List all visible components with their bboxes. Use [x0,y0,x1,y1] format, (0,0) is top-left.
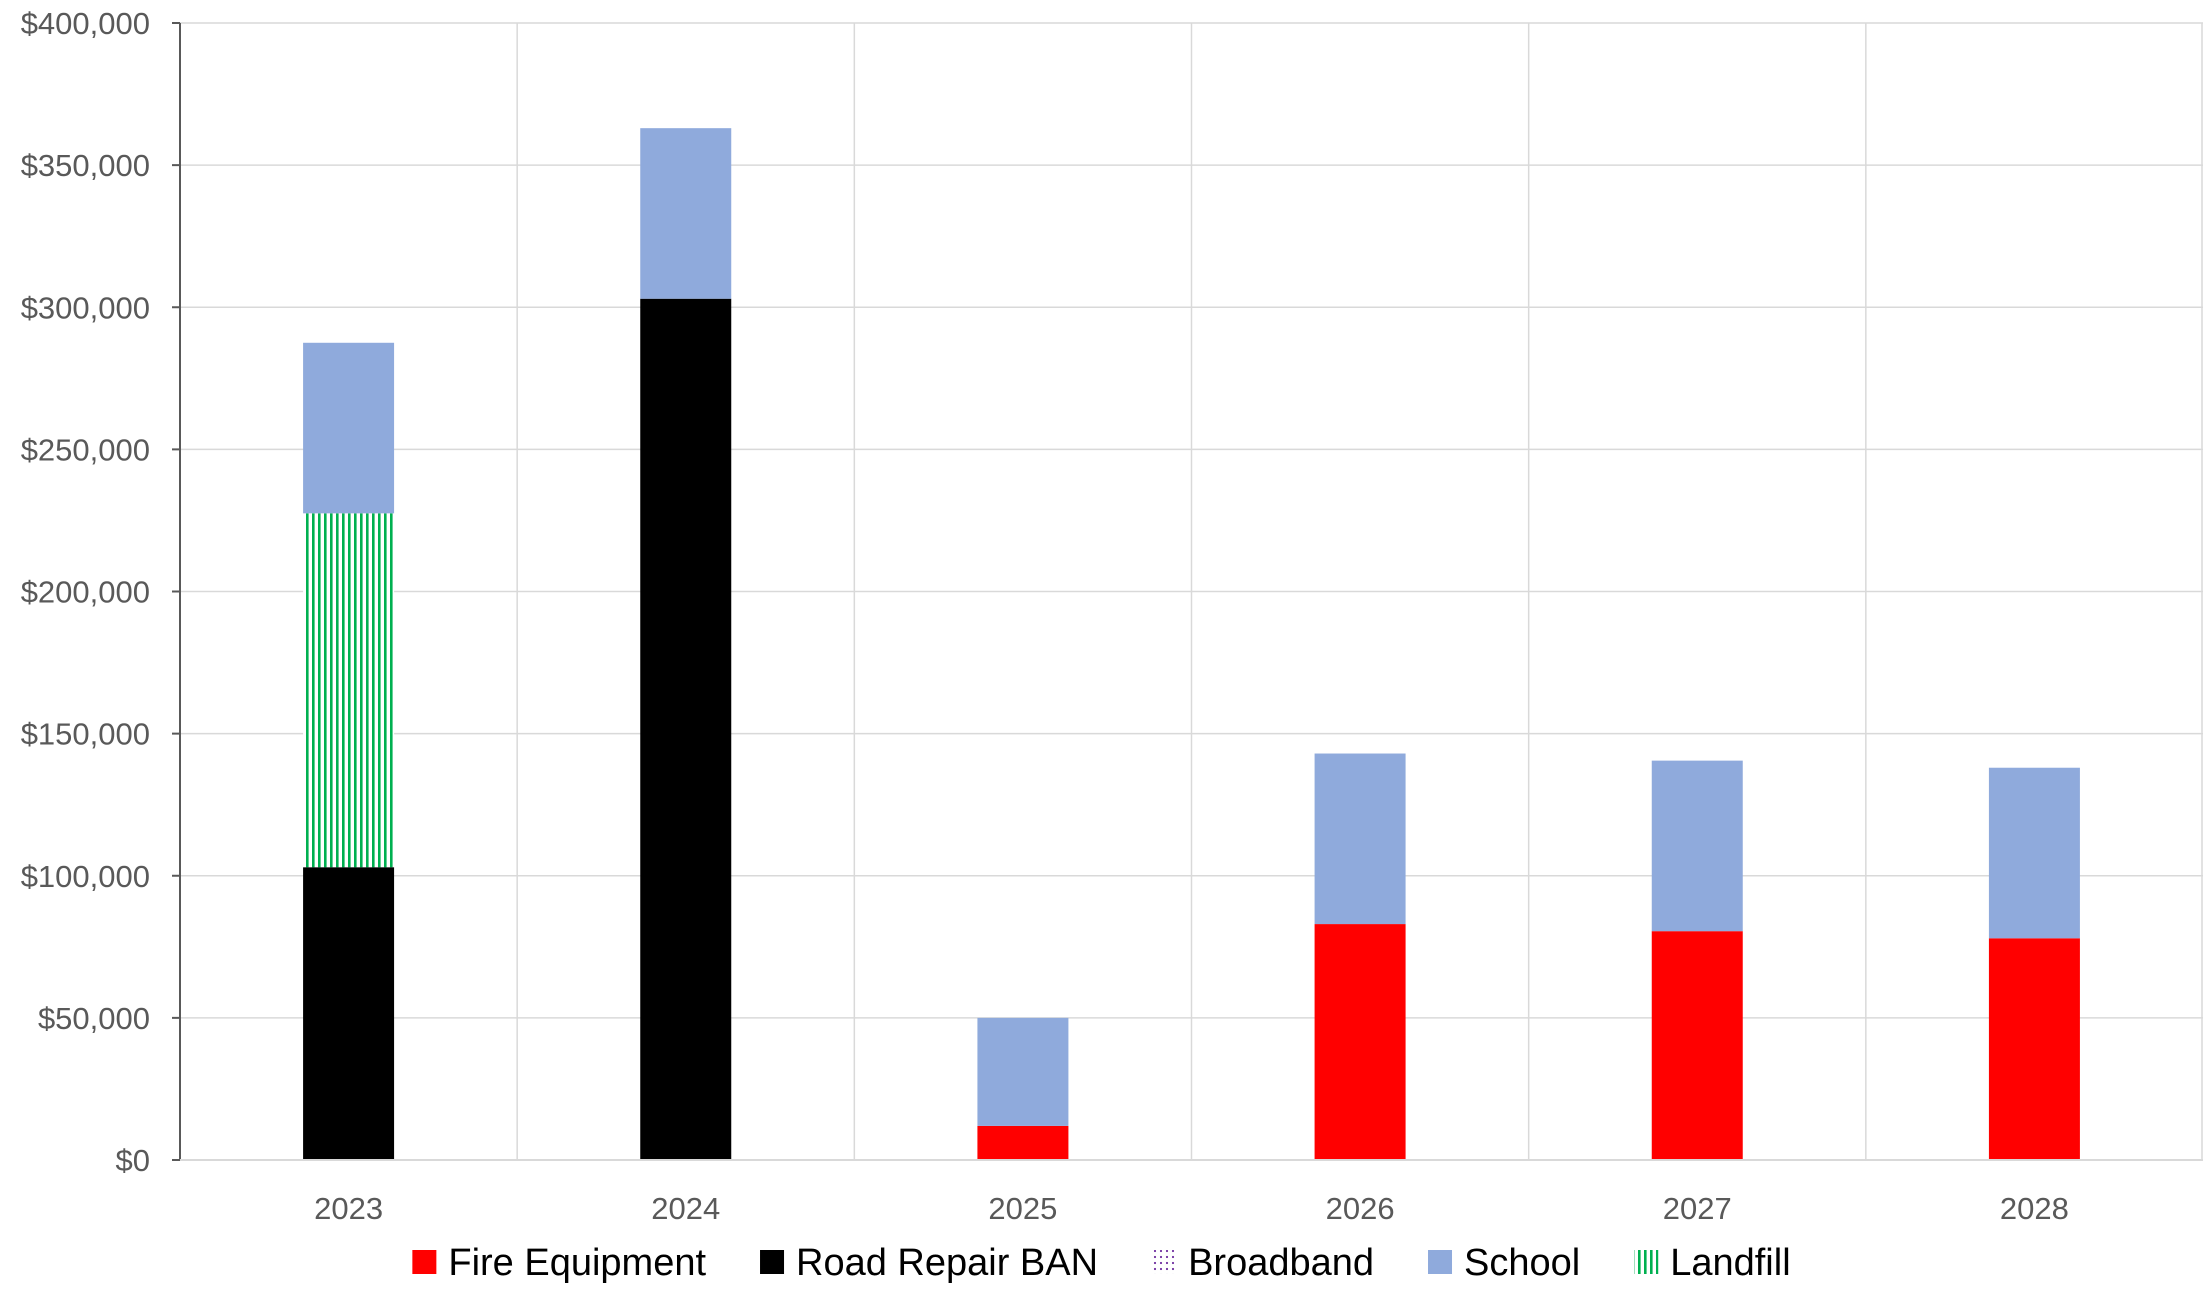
bar-fire-equipment-2028 [1988,938,2080,1160]
gridlines [180,22,2203,1160]
legend-swatch-school [1428,1250,1453,1274]
bar-fire-equipment-2026 [1314,924,1406,1160]
bar-fire-equipment-2025 [977,1125,1069,1160]
legend-label-broadband: Broadband [1188,1242,1374,1284]
y-tick-label: $300,000 [21,290,150,325]
bar-road-repair-ban-2023 [303,867,395,1160]
legend-swatch-road-repair-ban [760,1250,785,1274]
legend-label-road-repair-ban: Road Repair BAN [796,1242,1098,1284]
bar-school-2024 [640,128,732,299]
tick-labels: $0 $50,000 $100,000 $150,000 $200,000 $250,00… [21,6,2069,1226]
bar-school-2026 [1314,753,1406,925]
y-tick-label: $0 [116,1143,150,1178]
x-tick-label: 2028 [2000,1191,2069,1226]
axes [172,22,2203,1161]
x-tick-label: 2023 [314,1191,383,1226]
legend-swatch-landfill [1634,1250,1659,1274]
y-tick-label: $250,000 [21,432,150,467]
y-tick-label: $200,000 [21,575,150,610]
bars [303,128,2080,1160]
bar-landfill-2023 [303,513,395,868]
y-tick-label: $50,000 [38,1001,150,1036]
y-tick-label: $150,000 [21,717,150,752]
y-tick-label: $350,000 [21,148,150,183]
x-tick-label: 2025 [988,1191,1057,1226]
bar-road-repair-ban-2024 [640,298,732,1160]
legend: Fire Equipment Road Repair BAN Broadband Sc… [412,1242,1791,1284]
bar-school-2027 [1651,760,1743,932]
x-tick-label: 2026 [1326,1191,1395,1226]
legend-label-landfill: Landfill [1670,1242,1790,1284]
x-tick-label: 2024 [651,1191,720,1226]
legend-label-fire-equipment: Fire Equipment [448,1242,706,1284]
bar-school-2023 [303,342,395,514]
bar-fire-equipment-2027 [1651,931,1743,1160]
y-tick-label: $100,000 [21,859,150,894]
legend-label-school: School [1464,1242,1580,1284]
bar-school-2028 [1988,767,2080,939]
y-tick-label: $400,000 [21,6,150,41]
bar-school-2025 [977,1017,1069,1126]
x-tick-label: 2027 [1663,1191,1732,1226]
legend-swatch-fire-equipment [412,1250,437,1274]
legend-swatch-broadband [1152,1250,1177,1274]
